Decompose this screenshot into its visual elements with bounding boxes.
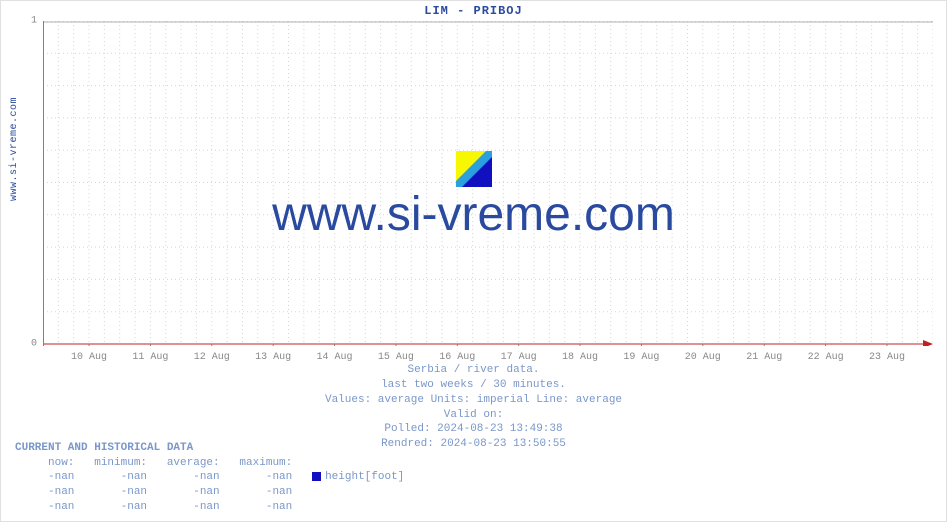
x-tick-label: 17 Aug — [501, 352, 537, 363]
subtext-line: Values: average Units: imperial Line: av… — [1, 393, 946, 408]
y-tick-label: 1 — [31, 16, 37, 27]
x-tick-label: 15 Aug — [378, 352, 414, 363]
historical-header-row: now: minimum: average: maximum: — [15, 456, 404, 471]
x-tick-label: 22 Aug — [808, 352, 844, 363]
side-url-label: www.si-vreme.com — [9, 97, 20, 201]
x-tick-label: 13 Aug — [255, 352, 291, 363]
y-tick-label: 0 — [31, 339, 37, 350]
subtext-line: Serbia / river data. — [1, 363, 946, 378]
legend-label: height[foot] — [325, 471, 404, 483]
x-tick-label: 12 Aug — [194, 352, 230, 363]
historical-row: -nan -nan -nan -nan — [15, 500, 404, 515]
x-tick-label: 18 Aug — [562, 352, 598, 363]
chart-subtext: Serbia / river data. last two weeks / 30… — [1, 363, 946, 452]
chart-area: 01 10 Aug11 Aug12 Aug13 Aug14 Aug15 Aug1… — [43, 21, 933, 346]
x-tick-label: 10 Aug — [71, 352, 107, 363]
subtext-line: Valid on: — [1, 408, 946, 423]
chart-title: LIM - PRIBOJ — [1, 4, 946, 18]
x-tick-label: 19 Aug — [623, 352, 659, 363]
x-tick-label: 21 Aug — [746, 352, 782, 363]
historical-data-block: CURRENT AND HISTORICAL DATA now: minimum… — [15, 441, 404, 515]
x-tick-label: 14 Aug — [317, 352, 353, 363]
chart-svg — [43, 21, 933, 346]
x-tick-label: 20 Aug — [685, 352, 721, 363]
historical-row: -nan -nan -nan -nan height[foot] — [15, 470, 404, 485]
historical-row: -nan -nan -nan -nan — [15, 485, 404, 500]
x-tick-label: 23 Aug — [869, 352, 905, 363]
historical-title: CURRENT AND HISTORICAL DATA — [15, 441, 404, 456]
legend-swatch-icon — [312, 472, 321, 481]
subtext-line: Polled: 2024-08-23 13:49:38 — [1, 422, 946, 437]
subtext-line: last two weeks / 30 minutes. — [1, 378, 946, 393]
x-tick-label: 16 Aug — [439, 352, 475, 363]
x-tick-label: 11 Aug — [132, 352, 168, 363]
